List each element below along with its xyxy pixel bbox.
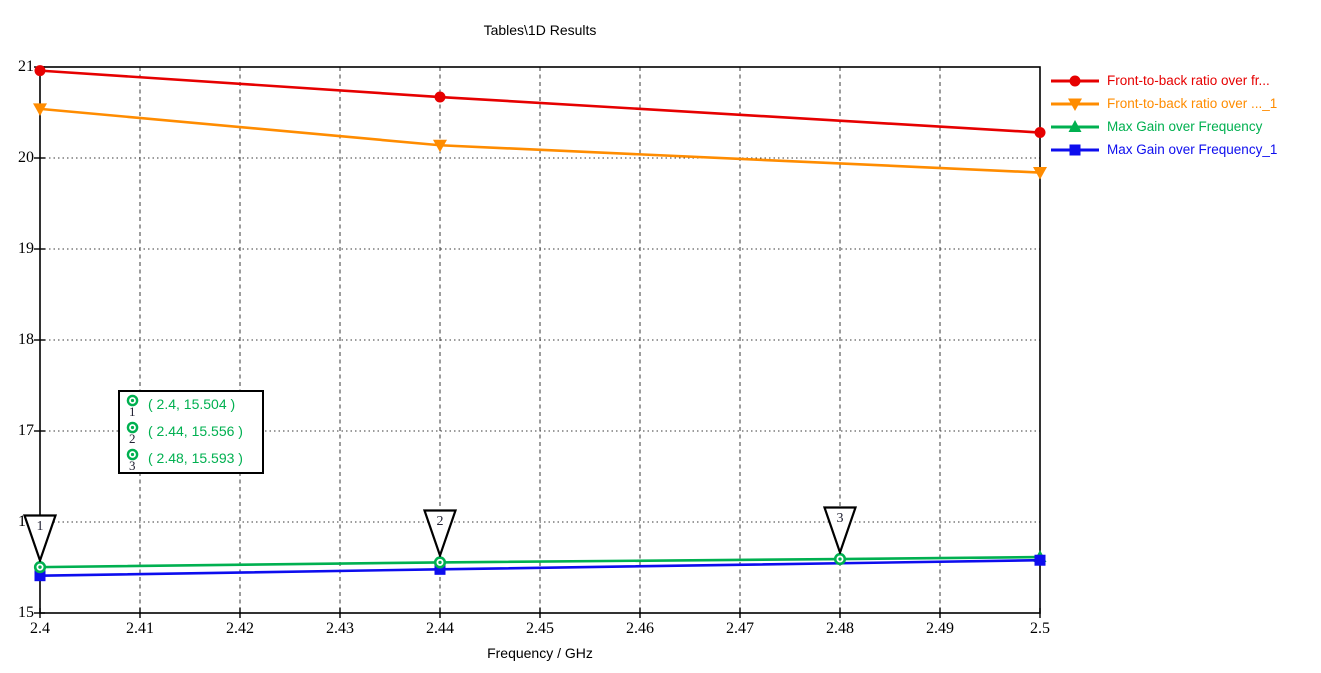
marker-index: 1 xyxy=(129,404,136,419)
y-tick-label: 18 xyxy=(18,331,34,348)
flag-triangle-icon xyxy=(423,509,457,557)
legend-item-front-to-back-ratio-1[interactable]: Front-to-back ratio over ..._1 xyxy=(1051,92,1277,115)
legend-line-triangle-down-icon xyxy=(1051,96,1099,111)
x-tick-label: 2.42 xyxy=(226,620,254,637)
x-tick-label: 2.5 xyxy=(1030,620,1050,637)
flag-triangle-icon xyxy=(23,514,57,562)
y-tick-label: 15 xyxy=(18,604,34,621)
donut-marker-icon xyxy=(126,448,139,466)
marker-index: 2 xyxy=(129,431,136,446)
legend-label: Front-to-back ratio over ..._1 xyxy=(1107,96,1278,111)
flag-number: 1 xyxy=(36,518,44,534)
x-tick-label: 2.48 xyxy=(826,620,854,637)
flag-number: 3 xyxy=(836,510,844,526)
legend-item-max-gain[interactable]: Max Gain over Frequency xyxy=(1051,115,1277,138)
marker-value-label: ( 2.44, 15.556 ) xyxy=(148,423,243,439)
marker-value-row: 3 ( 2.48, 15.593 ) xyxy=(120,447,262,474)
legend-line-circle-icon xyxy=(1051,73,1099,88)
marker-value-label: ( 2.48, 15.593 ) xyxy=(148,450,243,466)
chart-title: Tables\1D Results xyxy=(483,22,597,38)
y-tick-label: 19 xyxy=(18,240,34,257)
marker-values-box[interactable]: 1 ( 2.4, 15.504 ) 2 ( 2.44, 15.556 ) 3 (… xyxy=(118,390,264,474)
x-tick-label: 2.43 xyxy=(326,620,354,637)
legend-item-max-gain-1[interactable]: Max Gain over Frequency_1 xyxy=(1051,138,1277,161)
x-tick-label: 2.49 xyxy=(926,620,954,637)
legend-label: Max Gain over Frequency xyxy=(1107,119,1263,134)
x-tick-label: 2.47 xyxy=(726,620,754,637)
x-tick-label: 2.45 xyxy=(526,620,554,637)
legend: Front-to-back ratio over fr... Front-to-… xyxy=(1051,69,1277,161)
legend-line-triangle-up-icon xyxy=(1051,119,1099,134)
y-tick-label: 21 xyxy=(18,58,34,75)
marker-value-row: 1 ( 2.4, 15.504 ) xyxy=(120,393,262,420)
marker-value-label: ( 2.4, 15.504 ) xyxy=(148,396,236,412)
legend-label: Max Gain over Frequency_1 xyxy=(1107,142,1278,157)
x-tick-label: 2.46 xyxy=(626,620,654,637)
x-tick-label: 2.4 xyxy=(30,620,50,637)
legend-line-square-icon xyxy=(1051,142,1099,157)
curve-marker-flag-2[interactable]: 2 xyxy=(423,509,457,557)
flag-triangle-icon xyxy=(823,505,857,554)
y-tick-label: 17 xyxy=(18,422,34,439)
y-tick-label: 20 xyxy=(18,149,34,166)
curve-marker-flag-3[interactable]: 3 xyxy=(823,505,857,554)
marker-value-row: 2 ( 2.44, 15.556 ) xyxy=(120,420,262,447)
legend-item-front-to-back-ratio[interactable]: Front-to-back ratio over fr... xyxy=(1051,69,1277,92)
donut-marker-icon xyxy=(126,394,139,412)
x-tick-label: 2.41 xyxy=(126,620,154,637)
curve-marker-flag-1[interactable]: 1 xyxy=(23,514,57,562)
x-tick-label: 2.44 xyxy=(426,620,454,637)
x-axis-label: Frequency / GHz xyxy=(487,645,593,661)
donut-marker-icon xyxy=(126,421,139,439)
legend-label: Front-to-back ratio over fr... xyxy=(1107,73,1270,88)
marker-index: 3 xyxy=(129,458,136,473)
flag-number: 2 xyxy=(436,513,444,529)
